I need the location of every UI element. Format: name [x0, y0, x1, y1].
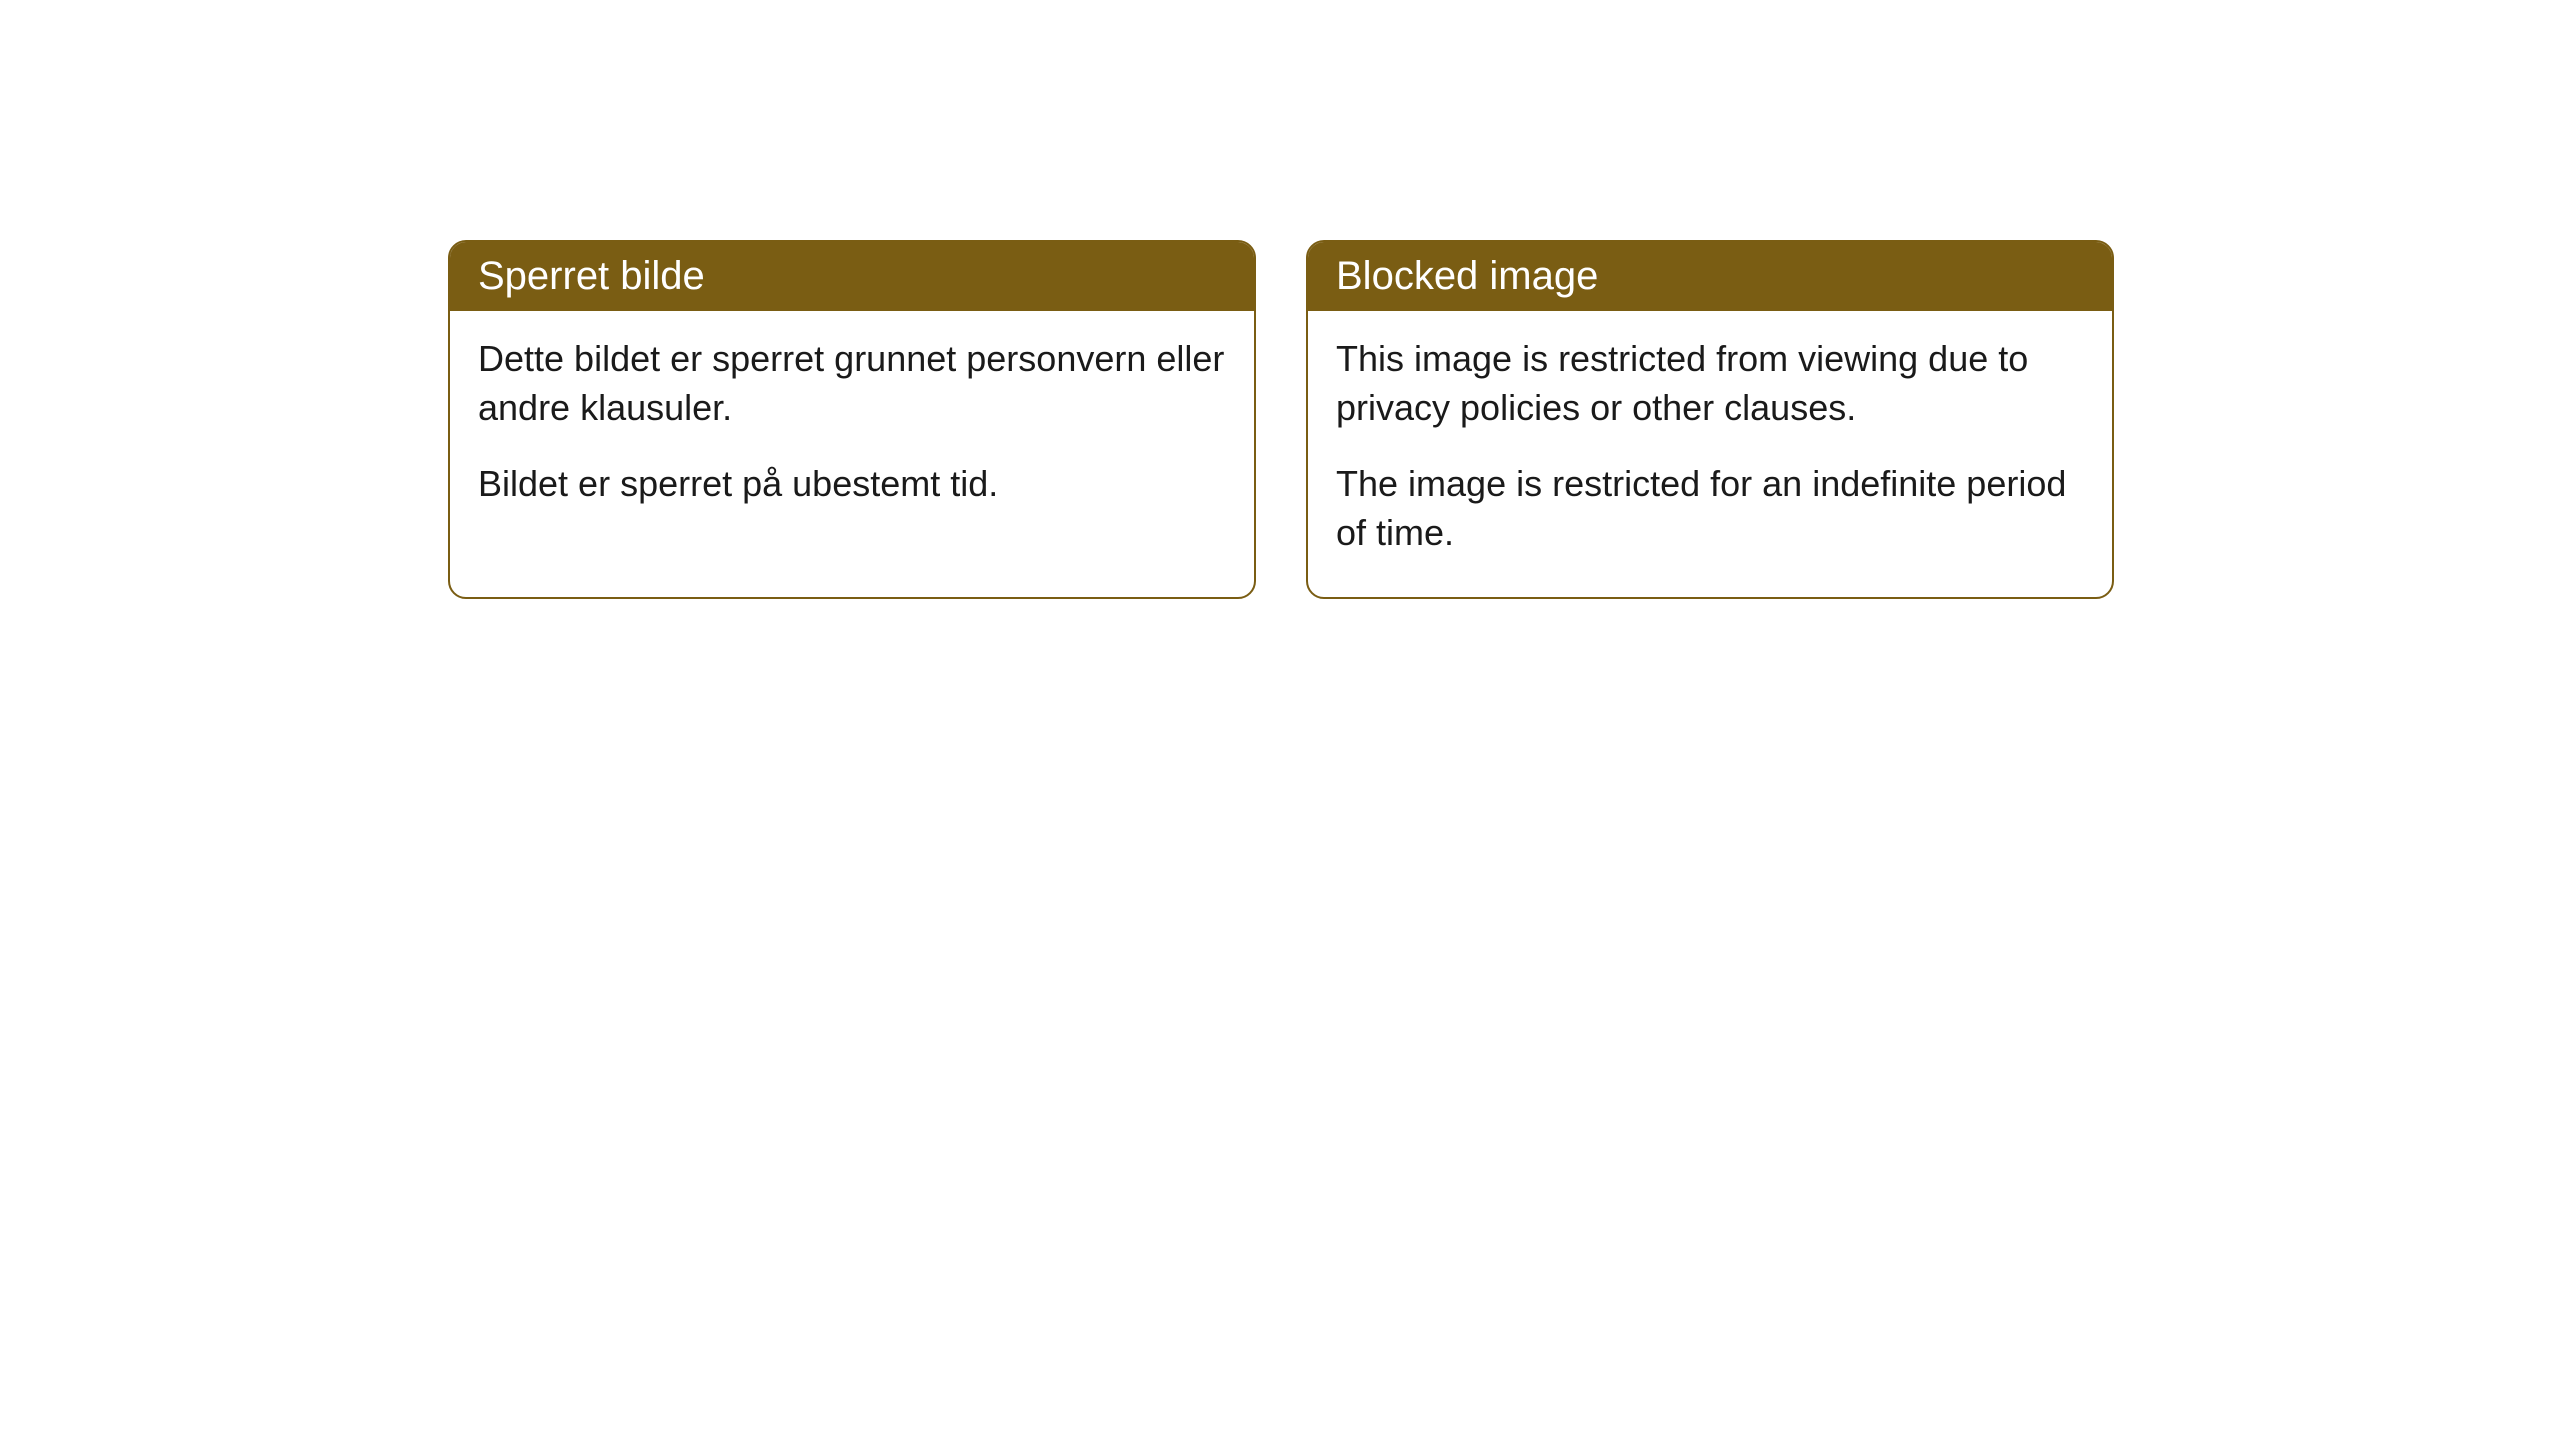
blocked-image-card-english: Blocked image This image is restricted f… [1306, 240, 2114, 599]
card-body: Dette bildet er sperret grunnet personve… [450, 311, 1254, 549]
card-header: Sperret bilde [450, 242, 1254, 311]
card-paragraph-2: Bildet er sperret på ubestemt tid. [478, 460, 1226, 509]
card-title: Blocked image [1336, 254, 1598, 298]
card-paragraph-2: The image is restricted for an indefinit… [1336, 460, 2084, 557]
card-body: This image is restricted from viewing du… [1308, 311, 2112, 597]
card-title: Sperret bilde [478, 254, 705, 298]
blocked-image-card-norwegian: Sperret bilde Dette bildet er sperret gr… [448, 240, 1256, 599]
notice-container: Sperret bilde Dette bildet er sperret gr… [448, 240, 2114, 599]
card-paragraph-1: This image is restricted from viewing du… [1336, 335, 2084, 432]
card-paragraph-1: Dette bildet er sperret grunnet personve… [478, 335, 1226, 432]
card-header: Blocked image [1308, 242, 2112, 311]
